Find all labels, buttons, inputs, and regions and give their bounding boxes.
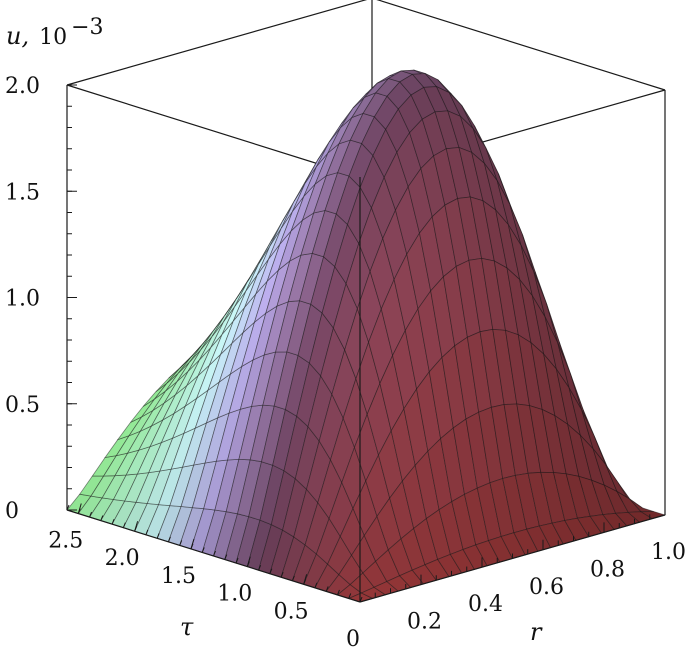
tau-minor-tick-3 [325,586,329,592]
tau-minor-tick-20 [134,526,138,532]
r-axis-label: r [530,618,543,646]
z-tick-label-3: 1.5 [5,180,40,205]
z-tick-label-0: 0 [5,499,19,524]
tau-minor-tick-18 [156,533,160,539]
tau-minor-tick-6 [291,575,295,581]
z-axis-label: u, 10 −3 [6,15,104,50]
tau-minor-tick-7 [280,572,284,578]
tau-tick-label-2: 1.5 [161,564,196,589]
tau-minor-tick-0 [359,596,363,603]
tau-minor-tick-8 [269,568,273,574]
z-tick-label-4: 2.0 [5,74,40,99]
r-tick-label-0: 0 [346,627,360,652]
axis-ticks: 0 0.5 1.0 1.5 2.0 0 0.2 0.4 0.6 0.8 1.0 0.5 1.0 1.5 2.… [5,74,686,652]
tau-minor-tick-14 [201,547,205,553]
tau-minor-tick-21 [122,522,126,528]
tau-minor-tick-16 [179,540,183,546]
box-edge-back-1 [66,0,368,86]
tau-minor-tick-13 [213,550,216,557]
tau-tick-label-3: 2.0 [105,546,140,571]
box-edge-back-3 [66,84,361,178]
surface-mesh [66,69,667,603]
r-tick-label-1: 0.2 [407,610,442,635]
tau-minor-tick-26 [66,504,70,511]
tau-minor-tick-17 [167,536,171,543]
z-tick-label-1: 0.5 [5,393,40,418]
tau-minor-tick-25 [77,508,81,514]
tau-minor-tick-10 [246,561,250,567]
box-edge-back-2 [376,0,666,91]
tau-minor-tick-12 [224,554,228,560]
tau-minor-tick-5 [303,579,307,585]
tau-minor-tick-24 [89,511,93,518]
tau-minor-tick-19 [145,529,149,535]
tau-minor-tick-11 [235,557,239,564]
tau-minor-tick-9 [258,564,262,571]
r-tick-label-5: 1.0 [651,540,686,565]
tau-minor-tick-22 [111,518,115,525]
z-tick-label-2: 1.0 [5,287,40,312]
tau-tick-label-4: 2.5 [48,529,83,554]
r-tick-label-3: 0.6 [529,575,564,600]
tau-minor-tick-1 [348,593,352,599]
tau-tick-label-0: 0.5 [274,599,309,624]
z-axis-exponent: −3 [71,15,103,40]
tau-axis-label: τ [180,613,194,641]
tau-minor-tick-4 [314,582,318,589]
z-axis-var: u, [6,22,29,50]
r-tick-label-2: 0.4 [468,592,503,617]
r-tick-label-4: 0.8 [590,557,625,582]
z-axis-units: 10 [39,25,67,50]
tau-minor-tick-2 [336,589,340,596]
tau-tick-label-1: 1.0 [217,582,252,607]
tau-minor-tick-15 [190,543,194,550]
tau-minor-tick-23 [100,515,104,521]
